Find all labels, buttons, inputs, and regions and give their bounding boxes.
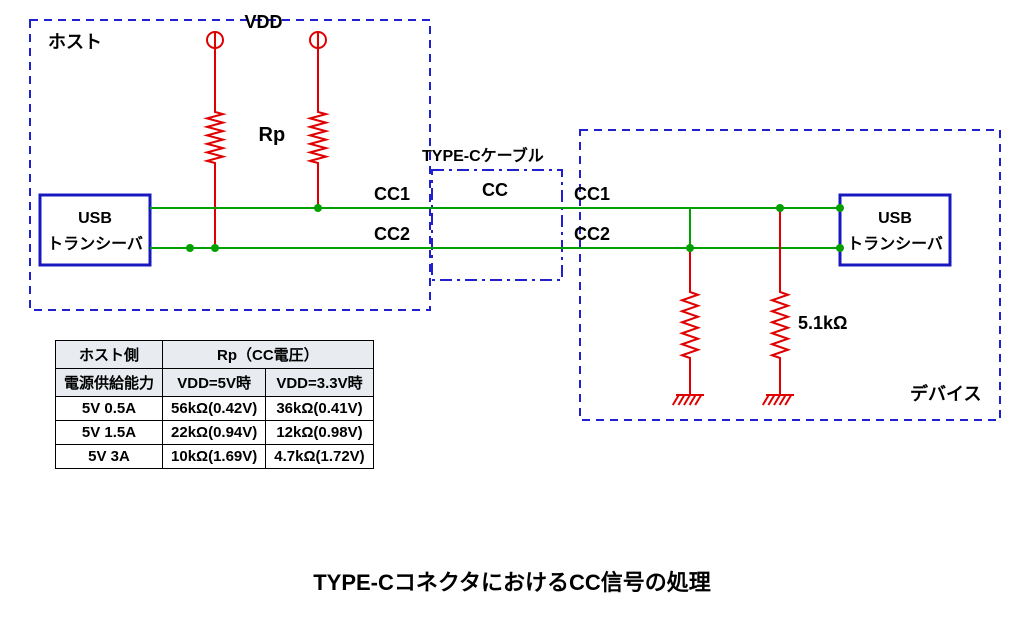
table-h2-1: VDD=5V時 <box>163 369 266 397</box>
table-row: 5V 0.5A56kΩ(0.42V)36kΩ(0.41V) <box>56 397 374 421</box>
host-xcvr-line2: トランシーバ <box>40 230 150 254</box>
table-h2-0: 電源供給能力 <box>56 369 163 397</box>
device-xcvr-line1: USB <box>840 210 950 228</box>
table-cell-0-2: 36kΩ(0.41V) <box>266 397 373 421</box>
table-h2-2: VDD=3.3V時 <box>266 369 373 397</box>
diagram-root: ホスト デバイス TYPE-Cケーブル CC VDD Rp 5.1kΩ CC1 … <box>0 0 1024 618</box>
table-cell-0-1: 56kΩ(0.42V) <box>163 397 266 421</box>
table-cell-2-0: 5V 3A <box>56 445 163 469</box>
device-box-label: デバイス <box>910 380 981 406</box>
table-h1-1: Rp（CC電圧） <box>163 341 374 369</box>
diagram-title: TYPE-CコネクタにおけるCC信号の処理 <box>0 565 1024 597</box>
cable-label-top: TYPE-Cケーブル <box>422 142 582 166</box>
table-row: 5V 1.5A22kΩ(0.94V)12kΩ(0.98V) <box>56 421 374 445</box>
host-box-label: ホスト <box>48 28 102 54</box>
cable-label-cc: CC <box>482 180 508 201</box>
rp-table: ホスト側Rp（CC電圧）電源供給能力VDD=5V時VDD=3.3V時5V 0.5… <box>55 340 374 469</box>
schematic-svg <box>0 0 1024 618</box>
device-cc1-label: CC1 <box>574 184 610 205</box>
table-cell-2-2: 4.7kΩ(1.72V) <box>266 445 373 469</box>
vdd-label: VDD <box>245 12 283 33</box>
rd-label: 5.1kΩ <box>798 313 847 334</box>
table-cell-0-0: 5V 0.5A <box>56 397 163 421</box>
host-cc1-label: CC1 <box>374 184 410 205</box>
table-h1-0: ホスト側 <box>56 341 163 369</box>
host-cc2-label: CC2 <box>374 224 410 245</box>
table-cell-1-1: 22kΩ(0.94V) <box>163 421 266 445</box>
host-xcvr-line1: USB <box>40 210 150 228</box>
table-cell-1-2: 12kΩ(0.98V) <box>266 421 373 445</box>
table-cell-2-1: 10kΩ(1.69V) <box>163 445 266 469</box>
table-cell-1-0: 5V 1.5A <box>56 421 163 445</box>
table-row: 5V 3A10kΩ(1.69V)4.7kΩ(1.72V) <box>56 445 374 469</box>
rp-label: Rp <box>259 124 286 147</box>
device-cc2-label: CC2 <box>574 224 610 245</box>
device-xcvr-line2: トランシーバ <box>840 230 950 254</box>
